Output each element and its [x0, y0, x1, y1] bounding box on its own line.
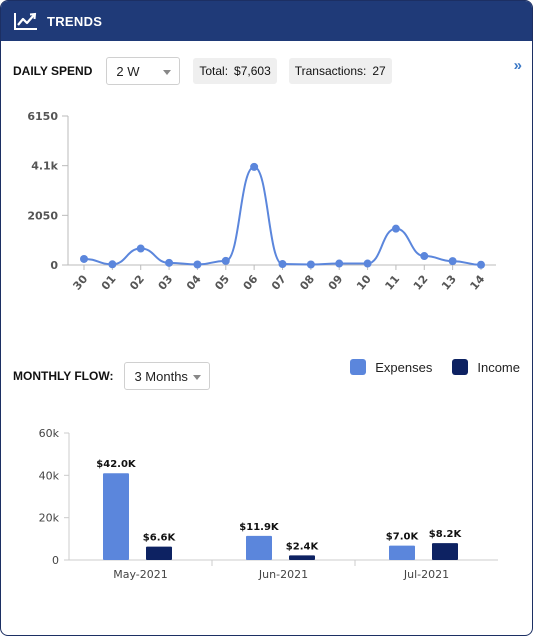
y-tick-label: 0	[52, 554, 59, 567]
x-tick-label: 01	[99, 273, 119, 293]
bar-expenses	[246, 535, 272, 560]
data-point	[108, 260, 117, 269]
transactions-value: 27	[372, 64, 386, 78]
data-point	[250, 162, 259, 171]
card-header: TRENDS	[1, 1, 532, 41]
expand-icon[interactable]: »	[513, 57, 522, 74]
total-label: Total:	[199, 64, 229, 78]
x-tick-label: 06	[241, 272, 261, 292]
bar-value-label: $7.0K	[386, 532, 420, 543]
bar-income	[146, 546, 172, 560]
bar-value-label: $8.2K	[429, 529, 463, 540]
y-tick-label: 60k	[39, 427, 60, 440]
data-point	[278, 260, 287, 269]
data-point	[335, 259, 344, 268]
x-tick-label: 30	[70, 272, 90, 292]
chevron-down-icon	[193, 375, 202, 380]
x-tick-label: 04	[184, 272, 204, 292]
x-tick-label: 10	[354, 272, 374, 292]
x-tick-label: 05	[212, 273, 232, 293]
total-badge: Total: $7,603	[193, 58, 277, 84]
data-point	[221, 256, 230, 265]
y-tick-label: 20k	[39, 512, 60, 525]
legend-item-expenses[interactable]: Expenses	[350, 359, 432, 375]
legend-swatch-income	[452, 359, 469, 375]
legend-swatch-expenses	[350, 359, 367, 375]
bar-expenses	[389, 545, 415, 560]
x-tick-label: 12	[411, 273, 431, 293]
data-point	[448, 257, 457, 266]
bar-value-label: $11.9K	[239, 522, 280, 533]
data-point	[363, 259, 372, 268]
monthly-flow-chart: 0 20k 40k 60k May-2021 $42.0K $6.6K Jun-2021 $11…	[39, 427, 498, 581]
x-tick-label: Jul-2021	[403, 568, 449, 581]
daily-spend-chart: 0 2050 4.1k 6150 30 01 02 03 04 05 06 07 08 09 10 11 12 1…	[27, 110, 496, 293]
legend-label-expenses: Expenses	[375, 359, 433, 375]
bar-value-label: $42.0K	[96, 459, 137, 470]
monthly-flow-label: MONTHLY FLOW:	[13, 369, 114, 383]
y-tick-label: 40k	[39, 469, 60, 482]
x-tick-label: 08	[297, 273, 317, 293]
total-value: $7,603	[234, 64, 271, 78]
data-point	[391, 224, 400, 233]
monthly-range-select[interactable]: 3 Months	[124, 362, 211, 390]
data-point	[193, 260, 202, 269]
daily-spend-label: DAILY SPEND	[13, 64, 93, 78]
data-point	[420, 252, 429, 261]
card-title: TRENDS	[47, 13, 103, 29]
bar-value-label: $2.4K	[286, 541, 320, 552]
transactions-label: Transactions:	[294, 64, 367, 78]
data-point	[306, 260, 315, 269]
monthly-flow-toolbar: MONTHLY FLOW: 3 Months	[13, 361, 520, 391]
x-tick-label: 09	[326, 273, 346, 293]
daily-range-select[interactable]: 2 W	[106, 57, 181, 85]
x-tick-label: 13	[439, 273, 459, 293]
monthly-range-value: 3 Months	[134, 368, 188, 384]
daily-range-value: 2 W	[116, 63, 140, 79]
monthly-legend: Expenses Income	[350, 359, 520, 375]
x-tick-label: 07	[269, 273, 289, 293]
chevron-down-icon	[163, 70, 172, 75]
bar-income	[289, 555, 315, 560]
transactions-badge: Transactions: 27	[288, 58, 392, 84]
data-point	[80, 254, 88, 263]
y-tick-label: 2050	[27, 209, 58, 222]
x-tick-label: May-2021	[113, 568, 168, 581]
data-point	[136, 244, 145, 253]
trend-up-icon	[13, 11, 39, 31]
y-tick-label: 4.1k	[31, 160, 58, 173]
data-point	[477, 260, 485, 269]
bar-expenses	[103, 473, 129, 560]
bar-income	[432, 543, 458, 560]
data-point	[165, 258, 174, 267]
bar-value-label: $6.6K	[143, 533, 177, 544]
daily-spend-toolbar: DAILY SPEND 2 W Total: $7,603 Transactio…	[13, 56, 520, 86]
x-tick-label: 14	[467, 272, 487, 292]
legend-label-income: Income	[477, 359, 520, 375]
x-tick-label: 03	[156, 273, 176, 293]
spend-line	[83, 165, 482, 266]
y-tick-label: 6150	[27, 110, 58, 123]
y-tick-label: 0	[50, 259, 58, 272]
x-tick-label: 02	[127, 273, 147, 293]
x-tick-label: Jun-2021	[258, 568, 308, 581]
x-tick-label: 11	[382, 273, 402, 293]
legend-item-income[interactable]: Income	[452, 359, 520, 375]
